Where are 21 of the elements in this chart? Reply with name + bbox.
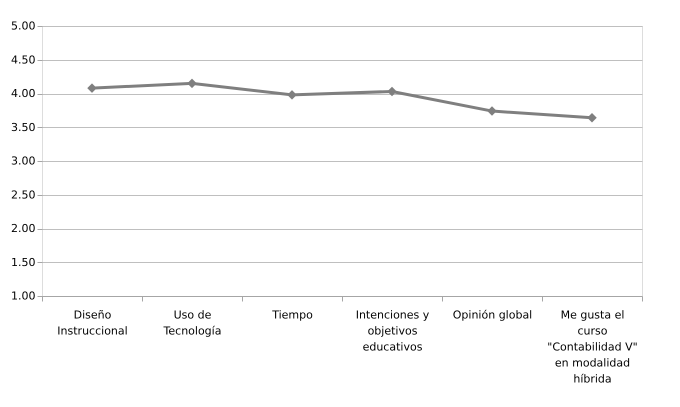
y-tick-label: 2.00 [11,222,36,235]
y-tick-label: 3.00 [11,154,36,168]
point [587,113,597,123]
x-tick-label: Diseño Instruccional [57,308,128,338]
x-tick-label: Opinión global [452,308,532,322]
point [287,90,297,100]
y-tick-label: 1.00 [11,290,36,302]
point [487,106,497,116]
y-tick-label: 4.00 [11,87,36,100]
x-tick-label: Tiempo [271,308,314,322]
point [187,78,197,88]
x-tick-label: Intenciones y objetivos educativos [356,308,430,354]
point [87,83,97,93]
point [387,86,397,96]
y-tick-label: 1.50 [11,256,36,269]
x-tick-label: Uso de Tecnología [162,308,222,338]
x-tick-label: Me gusta el curso "Contabilidad V" en modalidad híbrida [547,308,638,386]
y-tick-label: 2.50 [11,188,36,202]
y-tick-label: 3.50 [11,120,36,134]
y-tick-label: 4.50 [11,53,36,66]
y-tick-label: 5.00 [11,20,36,32]
